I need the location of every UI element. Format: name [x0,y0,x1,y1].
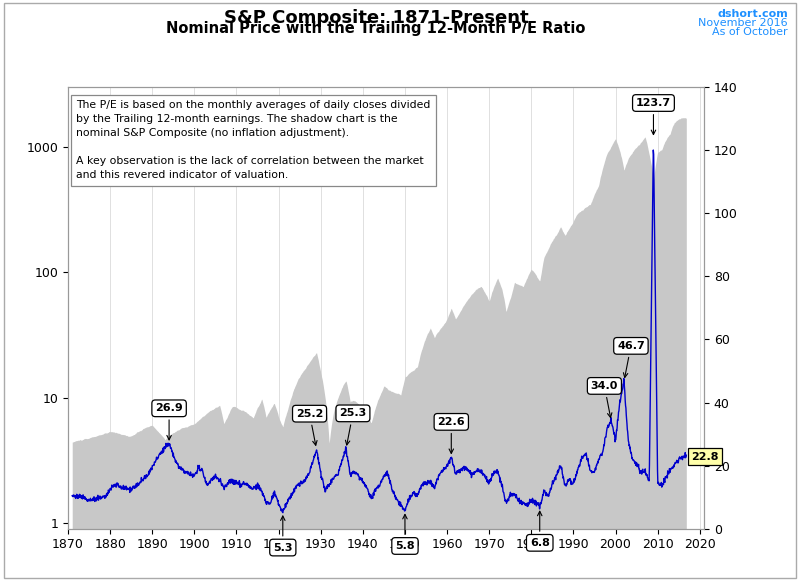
Text: dshort.com: dshort.com [718,9,788,19]
Text: 34.0: 34.0 [590,381,618,418]
Text: 22.8: 22.8 [691,452,718,462]
Text: November 2016: November 2016 [698,18,788,28]
Text: 26.9: 26.9 [155,403,183,440]
Text: S&P Composite: 1871-Present: S&P Composite: 1871-Present [224,9,528,27]
Text: The P/E is based on the monthly averages of daily closes divided
by the Trailing: The P/E is based on the monthly averages… [76,101,430,180]
Text: 5.3: 5.3 [273,516,293,553]
Text: 6.8: 6.8 [530,511,550,548]
Text: 123.7: 123.7 [636,98,671,135]
Text: As of October: As of October [712,27,788,37]
Text: Nominal Price with the Trailing 12-Month P/E Ratio: Nominal Price with the Trailing 12-Month… [166,21,586,37]
Text: 46.7: 46.7 [617,341,645,378]
Text: 5.8: 5.8 [395,514,414,551]
Text: 25.2: 25.2 [296,408,323,445]
Text: 22.6: 22.6 [438,417,465,453]
Text: 25.3: 25.3 [339,408,366,445]
